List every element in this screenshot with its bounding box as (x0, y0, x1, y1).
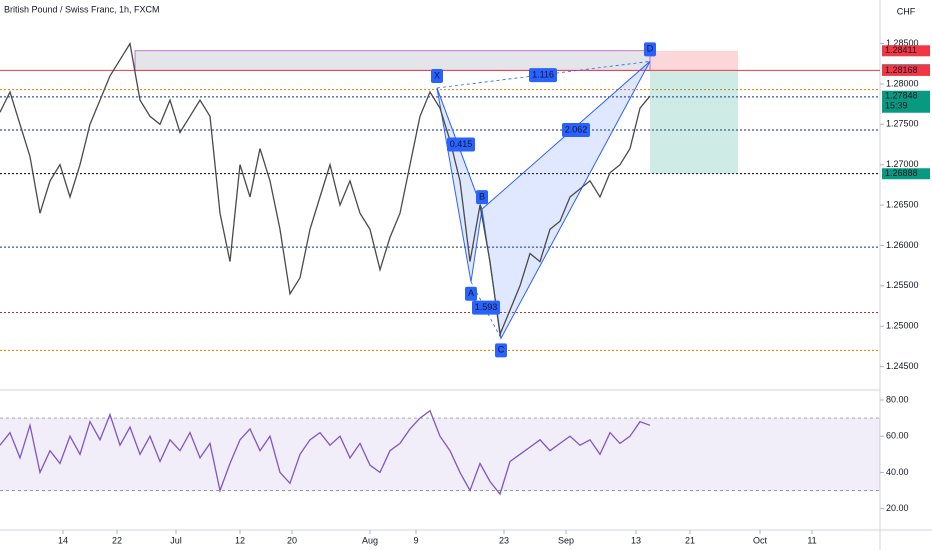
price-label: 1.26888 (885, 168, 918, 178)
x-tick-label: Jul (170, 535, 182, 545)
x-tick-label: 20 (287, 535, 297, 545)
y-tick-label: 1.28000 (886, 78, 919, 88)
countdown: 15:39 (885, 101, 908, 111)
x-tick-label: 23 (499, 535, 509, 545)
ratio-label: 0.415 (450, 139, 473, 149)
pattern-point-badge (465, 286, 477, 301)
ratio-badge (562, 123, 590, 137)
x-tick-label: 13 (631, 535, 641, 545)
ratio-badge (529, 68, 557, 83)
x-tick-label: 9 (413, 535, 418, 545)
pattern-point-label: C (498, 345, 505, 355)
supply-zone (134, 50, 651, 71)
currency: CHF (897, 6, 916, 16)
x-tick-label: 11 (807, 535, 816, 545)
rsi-band (0, 418, 880, 491)
price-label-badge (882, 64, 930, 76)
y-tick-label: 80.00 (886, 394, 909, 404)
ratio-label: 1.593 (475, 302, 498, 312)
ratio-label: 2.062 (565, 124, 588, 134)
y-tick-label: 1.24500 (886, 361, 919, 371)
y-tick-label: 40.00 (886, 467, 909, 477)
pattern-point-badge (431, 69, 443, 84)
y-tick-label: 1.27000 (886, 159, 919, 169)
y-tick-label: 1.25500 (886, 280, 919, 290)
pattern-point-badge (495, 343, 507, 358)
pattern-point-label: D (647, 44, 654, 54)
y-tick-label: 60.00 (886, 431, 909, 441)
pattern-point-badge (476, 190, 488, 205)
y-tick-label: 1.25000 (886, 321, 919, 331)
price-label: 1.28168 (885, 65, 918, 75)
price-label: 1.27848 (885, 91, 918, 101)
y-tick-label: 20.00 (886, 503, 909, 513)
x-tick-label: 22 (112, 535, 122, 545)
series-line (0, 41, 651, 337)
ratio-badge (472, 300, 500, 315)
y-tick-label: 1.27500 (886, 119, 919, 129)
price-label: 1.28411 (885, 45, 917, 55)
x-tick-label: 12 (235, 535, 245, 545)
pattern-point-label: B (479, 192, 485, 202)
price-label-badge (882, 45, 930, 57)
y-tick-label: 1.28500 (886, 38, 919, 48)
y-tick-label: 1.26000 (886, 240, 919, 250)
ratio-badge (447, 137, 475, 152)
x-tick-label: 21 (685, 535, 695, 545)
series-line (0, 409, 651, 496)
x-tick-label: 14 (58, 535, 68, 545)
ratio-label: 1.116 (532, 69, 554, 79)
y-tick-label: 1.26500 (886, 199, 919, 209)
x-tick-label: Oct (753, 535, 768, 545)
x-tick-label: Aug (362, 535, 378, 545)
pattern-point-label: A (468, 288, 474, 298)
chart-title: British Pound / Swiss Franc, 1h, FXCM (4, 4, 160, 14)
price-label-badge (882, 90, 930, 113)
stop-zone (650, 50, 738, 71)
target-zone (650, 70, 738, 174)
pattern-point-label: X (434, 70, 440, 80)
pattern-point-badge (644, 42, 656, 57)
x-tick-label: Sep (558, 535, 574, 545)
price-label-badge (882, 168, 930, 180)
